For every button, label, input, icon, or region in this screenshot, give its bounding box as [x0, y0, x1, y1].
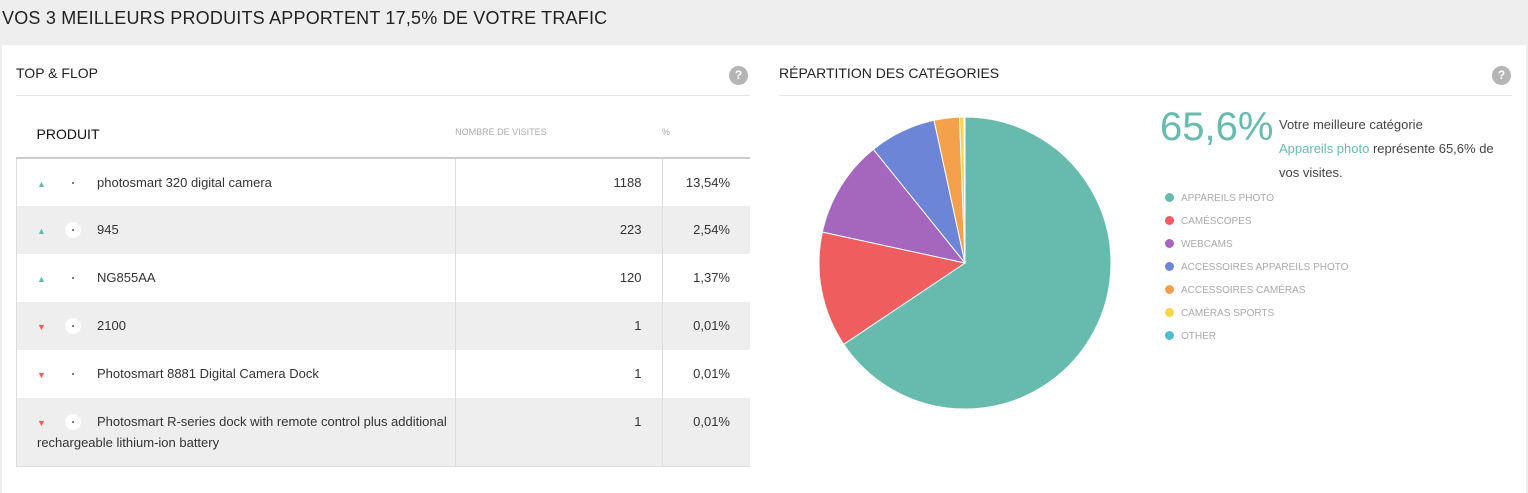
pct-cell: 0,01%: [693, 366, 730, 381]
product-cell: ▲ photosmart 320 digital camera: [16, 158, 456, 206]
legend-dot-icon: [1165, 331, 1174, 340]
product-thumbnail: [65, 365, 81, 382]
visits-cell: 1: [455, 398, 663, 466]
legend-item[interactable]: APPAREILS PHOTO: [1165, 192, 1348, 215]
best-category-percent: 65,6%: [1160, 105, 1274, 149]
product-cell: ▲ 945: [16, 206, 456, 254]
triangle-down-icon: ▼: [37, 418, 46, 428]
top-flop-title: TOP & FLOP: [16, 65, 98, 81]
desc-text: Votre meilleure catégorie: [1279, 117, 1423, 132]
visits-cell: 1188: [455, 158, 663, 206]
product-name: 945: [97, 222, 119, 237]
legend-item[interactable]: ACCESSOIRES CAMÉRAS: [1165, 284, 1348, 307]
visits-cell: 1: [455, 350, 663, 398]
product-name: photosmart 320 digital camera: [97, 175, 272, 190]
legend-label: CAMÉSCOPES: [1181, 216, 1252, 227]
pct-cell: 0,01%: [693, 318, 730, 333]
triangle-down-icon: ▼: [37, 322, 46, 332]
legend-dot-icon: [1165, 216, 1174, 225]
panel: TOP & FLOP ? PRODUIT NOMBRE DE VISITES %…: [2, 45, 1526, 493]
table-row[interactable]: ▼ Photosmart 8881 Digital Camera Dock 1 0,0…: [16, 350, 751, 398]
product-cell: ▼ 2100: [16, 302, 456, 350]
product-thumbnail: [65, 269, 81, 286]
table-row[interactable]: ▼ Photosmart R-series dock with remote co…: [16, 398, 750, 466]
product-cell: ▲ NG855AA: [16, 254, 456, 302]
top-flop-table: PRODUIT NOMBRE DE VISITES % ▲ photosmart …: [16, 110, 750, 467]
pie-slice[interactable]: [843, 116, 1112, 410]
pie-slice[interactable]: [821, 148, 967, 264]
product-cell: ▼ Photosmart 8881 Digital Camera Dock: [16, 350, 456, 398]
product-cell: ▼ Photosmart R-series dock with remote co…: [16, 398, 456, 466]
product-name: Photosmart R-series dock with remote con…: [37, 414, 447, 450]
pct-cell: 0,01%: [693, 414, 730, 429]
col-product: PRODUIT: [36, 125, 100, 142]
legend-label: OTHER: [1181, 331, 1216, 342]
table-row[interactable]: ▲ photosmart 320 digital camera 1188 13,54%: [16, 158, 751, 206]
legend-item[interactable]: CAMÉSCOPES: [1165, 215, 1348, 238]
chart-legend: APPAREILS PHOTO CAMÉSCOPES WEBCAMS ACCESSOI…: [1165, 192, 1348, 353]
legend-dot-icon: [1165, 285, 1174, 294]
product-thumbnail: [65, 174, 81, 191]
legend-dot-icon: [1165, 239, 1174, 248]
triangle-up-icon: ▲: [37, 226, 46, 236]
legend-label: ACCESSOIRES CAMÉRAS: [1181, 285, 1306, 296]
col-pct: %: [662, 126, 671, 137]
visits-cell: 223: [455, 206, 663, 254]
legend-label: ACCESSOIRES APPAREILS PHOTO: [1181, 262, 1349, 273]
page-title: VOS 3 MEILLEURS PRODUITS APPORTENT 17,5%…: [2, 8, 608, 28]
product-thumbnail: [65, 317, 81, 334]
best-category-link[interactable]: Appareils photo: [1279, 141, 1370, 156]
product-name: Photosmart 8881 Digital Camera Dock: [97, 366, 319, 381]
product-name: 2100: [97, 318, 126, 333]
top-bar: VOS 3 MEILLEURS PRODUITS APPORTENT 17,5%…: [0, 0, 1528, 44]
visits-cell: 120: [455, 254, 663, 302]
legend-item[interactable]: CAMÉRAS SPORTS: [1165, 307, 1348, 330]
triangle-up-icon: ▲: [37, 274, 46, 284]
pie-slice[interactable]: [818, 231, 967, 345]
divider: [16, 95, 750, 96]
legend-dot-icon: [1165, 262, 1174, 271]
desc-text: représente 65,6% de vos visites.: [1279, 141, 1494, 180]
product-thumbnail: [65, 221, 81, 238]
product-name: NG855AA: [97, 270, 156, 285]
legend-dot-icon: [1165, 193, 1174, 202]
pct-cell: 2,54%: [693, 222, 730, 237]
legend-label: WEBCAMS: [1181, 239, 1233, 250]
help-icon[interactable]: ?: [729, 66, 748, 85]
divider: [779, 95, 1512, 96]
pie-slice[interactable]: [963, 116, 966, 264]
legend-item[interactable]: ACCESSOIRES APPAREILS PHOTO: [1165, 261, 1348, 284]
table-row[interactable]: ▼ 2100 1 0,01%: [16, 302, 750, 350]
help-icon[interactable]: ?: [1492, 66, 1511, 85]
legend-item[interactable]: WEBCAMS: [1165, 238, 1348, 261]
visits-cell: 1: [455, 302, 663, 350]
table-row[interactable]: ▲ 945 223 2,54%: [16, 206, 750, 254]
col-visits: NOMBRE DE VISITES: [455, 126, 547, 137]
triangle-up-icon: ▲: [37, 179, 46, 189]
product-thumbnail: [65, 413, 81, 430]
legend-label: APPAREILS PHOTO: [1181, 193, 1274, 204]
legend-dot-icon: [1165, 308, 1174, 317]
pct-cell: 1,37%: [693, 270, 730, 285]
triangle-down-icon: ▼: [37, 370, 46, 380]
legend-item[interactable]: OTHER: [1165, 330, 1348, 353]
table-row[interactable]: ▲ NG855AA 120 1,37%: [16, 254, 751, 302]
pie-chart: [818, 116, 1112, 410]
pct-cell: 13,54%: [685, 175, 730, 190]
categories-title: RÉPARTITION DES CATÉGORIES: [779, 65, 1000, 81]
best-category-description: Votre meilleure catégorie Appareils photo…: [1279, 113, 1509, 185]
legend-label: CAMÉRAS SPORTS: [1181, 308, 1275, 319]
